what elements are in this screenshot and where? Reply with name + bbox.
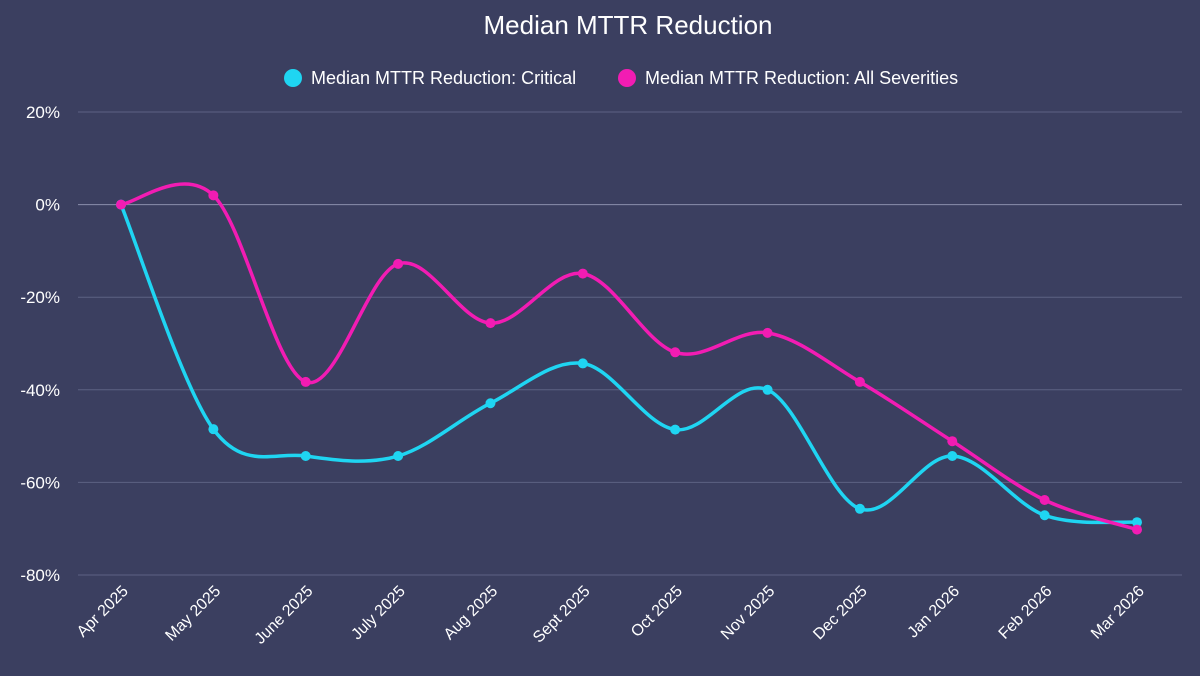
- series-all-severities: [116, 182, 1142, 535]
- x-tick-label: July 2025: [348, 583, 409, 644]
- series-line-critical: [119, 202, 1139, 525]
- y-tick-label: -20%: [20, 288, 60, 307]
- y-tick-label: -60%: [20, 473, 60, 492]
- y-tick-label: 0%: [35, 196, 60, 215]
- x-tick-label: Feb 2026: [996, 583, 1056, 643]
- legend-label-all-severities: Median MTTR Reduction: All Severities: [645, 68, 958, 88]
- data-point-all-severities: [854, 376, 865, 387]
- chart-title: Median MTTR Reduction: [484, 10, 773, 40]
- data-point-all-severities: [762, 327, 773, 338]
- data-point-critical: [947, 451, 958, 462]
- data-point-critical: [854, 503, 865, 514]
- data-point-critical: [577, 358, 588, 369]
- series-line-all-severities: [119, 182, 1139, 532]
- legend-marker-all-severities: [618, 69, 636, 87]
- data-point-all-severities: [116, 199, 126, 210]
- data-point-critical: [393, 451, 404, 462]
- legend: Median MTTR Reduction: Critical Median M…: [284, 68, 958, 88]
- x-tick-label: Sept 2025: [530, 583, 594, 647]
- x-tick-label: Jan 2026: [905, 583, 964, 642]
- data-point-all-severities: [577, 268, 588, 279]
- data-point-all-severities: [947, 436, 958, 447]
- x-tick-label: Aug 2025: [441, 583, 502, 644]
- data-point-all-severities: [208, 190, 219, 201]
- data-point-critical: [1132, 517, 1142, 528]
- x-tick-label: Oct 2025: [628, 583, 686, 641]
- data-point-all-severities: [670, 347, 681, 358]
- data-point-critical: [762, 384, 773, 395]
- x-tick-label: Mar 2026: [1088, 583, 1148, 643]
- data-point-critical: [485, 398, 496, 409]
- data-point-all-severities: [393, 258, 404, 269]
- y-tick-label: -80%: [20, 566, 60, 585]
- x-tick-label: June 2025: [252, 583, 317, 648]
- y-tick-label: -40%: [20, 381, 60, 400]
- y-tick-label: 20%: [26, 103, 60, 122]
- data-point-all-severities: [300, 376, 311, 387]
- x-tick-label: Dec 2025: [810, 583, 871, 644]
- series-critical: [116, 199, 1142, 528]
- gridlines: [78, 111, 1182, 576]
- x-axis: Apr 2025 May 2025 June 2025 July 2025 Aug 20…: [74, 583, 1148, 648]
- series-layer: [116, 182, 1142, 535]
- y-axis: 20% 0% -20% -40% -60% -80%: [20, 103, 60, 585]
- data-point-all-severities: [1039, 494, 1050, 505]
- data-point-critical: [670, 424, 681, 435]
- data-point-critical: [1039, 510, 1050, 521]
- data-point-all-severities: [1132, 524, 1142, 535]
- data-point-critical: [300, 451, 311, 462]
- data-point-all-severities: [485, 318, 496, 329]
- x-tick-label: May 2025: [162, 583, 224, 645]
- data-point-critical: [208, 424, 219, 435]
- x-tick-label: Apr 2025: [74, 583, 132, 641]
- legend-label-critical: Median MTTR Reduction: Critical: [311, 68, 576, 88]
- x-tick-label: Nov 2025: [718, 583, 779, 644]
- legend-marker-critical: [284, 69, 302, 87]
